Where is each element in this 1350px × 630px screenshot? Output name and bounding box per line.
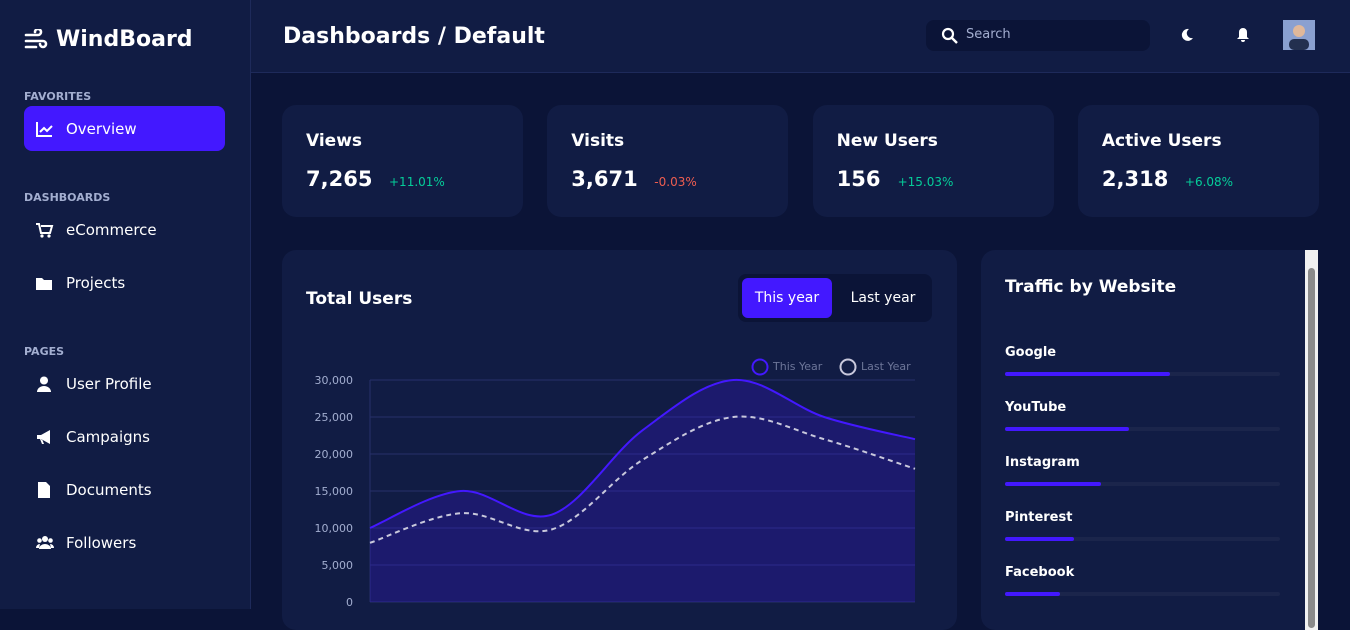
line bbox=[369, 378, 916, 529]
y-tick-label: 5,000 bbox=[322, 559, 354, 572]
scrollbar-thumb[interactable] bbox=[1308, 268, 1315, 628]
stat-value: 7,265 bbox=[306, 167, 373, 191]
line bbox=[369, 415, 916, 544]
card-title: Total Users bbox=[306, 289, 413, 309]
y-tick-label: 10,000 bbox=[315, 522, 354, 535]
nav-item[interactable]: Projects bbox=[24, 260, 225, 305]
nav-item[interactable]: Overview bbox=[24, 106, 225, 151]
brand-logo bbox=[24, 29, 48, 49]
nav-item[interactable]: User Profile bbox=[24, 361, 225, 406]
chart: 0 5,000 10,000 15,000 20,000 25,000 30,000 This… bbox=[315, 358, 916, 609]
nav-label: eCommerce bbox=[66, 220, 157, 239]
progress-track bbox=[1005, 372, 1280, 376]
toggle-button[interactable]: This year bbox=[742, 278, 832, 318]
nav-icon bbox=[36, 121, 53, 137]
progress-bar bbox=[1005, 592, 1060, 596]
stat-card: Active Users 2,318 +6.08% bbox=[1077, 105, 1319, 217]
nav-item[interactable]: Followers bbox=[24, 520, 225, 565]
search-placeholder: Search bbox=[966, 27, 1011, 42]
stat-label: Views bbox=[306, 131, 363, 151]
legend-marker bbox=[839, 358, 857, 376]
card-title: Traffic by Website bbox=[1005, 277, 1177, 297]
progress-track bbox=[1005, 427, 1280, 431]
progress-bar bbox=[1005, 427, 1129, 431]
nav-label: Projects bbox=[66, 273, 126, 292]
site-name: Pinterest bbox=[1005, 510, 1073, 525]
nav-icon bbox=[36, 277, 52, 290]
toggle: This year Last year bbox=[738, 274, 932, 322]
section-title: FAVORITES bbox=[24, 90, 92, 103]
stat-change: +15.03% bbox=[897, 175, 954, 189]
stat-label: Visits bbox=[571, 131, 625, 151]
stat-change: +11.01% bbox=[389, 175, 445, 189]
theme-toggle[interactable] bbox=[1180, 28, 1194, 42]
site-name: Facebook bbox=[1005, 565, 1075, 580]
stat-card: Visits 3,671 -0.03% bbox=[547, 105, 789, 217]
nav-icon bbox=[38, 481, 50, 498]
progress-track bbox=[1005, 592, 1280, 596]
nav-item[interactable]: Documents bbox=[24, 467, 225, 512]
nav-label: User Profile bbox=[66, 374, 152, 393]
progress-bar bbox=[1005, 372, 1170, 376]
progress-bar bbox=[1005, 537, 1074, 541]
nav-icon bbox=[37, 376, 51, 392]
brand[interactable]: WindBoard bbox=[56, 27, 193, 52]
nav-item[interactable]: eCommerce bbox=[24, 207, 225, 252]
toggle-button[interactable]: Last year bbox=[850, 290, 916, 306]
avatar[interactable] bbox=[1283, 20, 1315, 50]
stat-label: New Users bbox=[836, 131, 938, 151]
nav-icon bbox=[37, 429, 50, 444]
section-title: PAGES bbox=[24, 345, 65, 358]
stat-label: Active Users bbox=[1101, 131, 1222, 151]
sidebar: WindBoard FAVORITES Overview DASHBOARDS eCo… bbox=[0, 0, 251, 609]
stat-card: Views 7,265 +11.01% bbox=[282, 105, 523, 217]
nav-label: Documents bbox=[66, 480, 152, 499]
total-users-card: Total Users This year Last year 0 5,000 10… bbox=[282, 250, 957, 630]
search-box[interactable]: Search bbox=[926, 20, 1150, 51]
y-tick-label: 25,000 bbox=[315, 411, 354, 424]
area-fill bbox=[370, 379, 915, 602]
y-tick-label: 30,000 bbox=[315, 374, 354, 387]
y-tick-label: 15,000 bbox=[315, 485, 354, 498]
section-title: DASHBOARDS bbox=[24, 191, 111, 204]
nav-label: Followers bbox=[66, 533, 137, 552]
stat-change: -0.03% bbox=[654, 175, 697, 189]
stat-value: 156 bbox=[836, 167, 881, 191]
topbar: Dashboards / Default Search bbox=[251, 0, 1350, 73]
nav-item[interactable]: Campaigns bbox=[24, 414, 225, 459]
legend-label: Last Year bbox=[861, 360, 911, 373]
notifications[interactable] bbox=[1236, 27, 1250, 43]
search-icon bbox=[941, 27, 958, 44]
nav-icon bbox=[36, 535, 54, 549]
stat-change: +6.08% bbox=[1184, 175, 1234, 189]
nav-label: Campaigns bbox=[66, 427, 151, 446]
site-name: Instagram bbox=[1005, 455, 1080, 470]
site-name: YouTube bbox=[1005, 400, 1067, 415]
progress-track bbox=[1005, 482, 1280, 486]
y-tick-label: 0 bbox=[346, 596, 353, 609]
traffic-card: Traffic by Website Google YouTube Instagra… bbox=[981, 250, 1318, 630]
legend-marker bbox=[751, 358, 769, 376]
legend-label: This Year bbox=[772, 360, 823, 373]
scrollbar[interactable] bbox=[1305, 250, 1318, 630]
nav-icon bbox=[36, 222, 54, 238]
page-title: Dashboards / Default bbox=[283, 24, 545, 49]
nav-label: Overview bbox=[66, 119, 137, 138]
stat-value: 3,671 bbox=[571, 167, 638, 191]
y-tick-label: 20,000 bbox=[315, 448, 354, 461]
progress-track bbox=[1005, 537, 1280, 541]
progress-bar bbox=[1005, 482, 1102, 486]
stat-value: 2,318 bbox=[1101, 167, 1169, 191]
site-name: Google bbox=[1005, 345, 1057, 360]
stat-card: New Users 156 +15.03% bbox=[812, 105, 1054, 217]
